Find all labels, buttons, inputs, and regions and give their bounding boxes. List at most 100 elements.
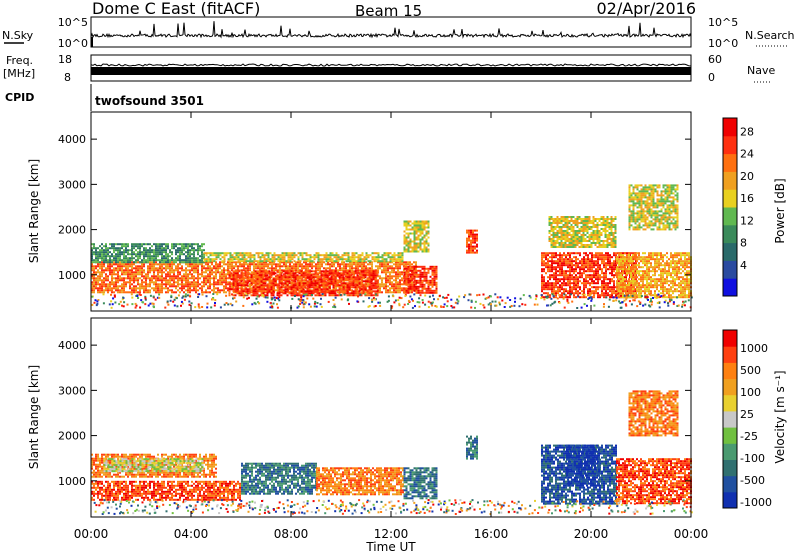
heatmap-cell (560, 226, 563, 228)
heatmap-cell (143, 285, 145, 288)
heatmap-cell (435, 269, 438, 272)
heatmap-cell (541, 282, 543, 285)
heatmap-cell (472, 233, 474, 236)
heatmap-cell (346, 288, 349, 291)
heatmap-cell (101, 257, 103, 260)
freq-tick-top: 18 (58, 53, 72, 66)
heatmap-cell (181, 243, 183, 246)
heatmap-cell (123, 245, 125, 248)
heatmap-cell (271, 269, 273, 272)
heatmap-cell (562, 218, 565, 220)
heatmap-cell (143, 253, 145, 256)
heatmap-cell (543, 278, 545, 281)
heatmap-cell (350, 274, 353, 277)
heatmap-cell (268, 284, 271, 287)
heatmap-cell (585, 282, 587, 285)
heatmap-cell (389, 281, 391, 284)
heatmap-cell (348, 278, 351, 281)
heatmap-cell (476, 235, 478, 238)
heatmap-cell (551, 266, 553, 269)
heatmap-cell (548, 236, 551, 238)
heatmap-cell (611, 294, 613, 297)
heatmap-cell (613, 274, 615, 277)
heatmap-cell (300, 280, 303, 283)
heatmap-cell (228, 292, 231, 295)
heatmap-cell (415, 289, 418, 292)
heatmap-cell (193, 253, 195, 256)
heatmap-cell (605, 294, 607, 297)
heatmap-cell (353, 261, 355, 264)
heatmap-cell (189, 253, 191, 256)
heatmap-cell (341, 258, 344, 261)
heatmap-cell (125, 255, 127, 258)
heatmap-cell (109, 271, 111, 274)
heatmap-cell (215, 275, 217, 278)
heatmap-cell (249, 283, 251, 286)
heatmap-cell (349, 265, 351, 268)
heatmap-cell (265, 261, 267, 264)
heatmap-cell (431, 283, 434, 286)
heatmap-cell (549, 282, 551, 285)
heatmap-cell (113, 267, 115, 270)
heatmap-cell (409, 269, 412, 272)
heatmap-cell (195, 285, 197, 288)
heatmap-cell (221, 260, 224, 263)
heatmap-cell (99, 253, 101, 256)
heatmap-cell (239, 260, 242, 263)
heatmap-cell (258, 280, 261, 283)
heatmap-cell (376, 286, 379, 289)
heatmap-cell (229, 254, 232, 257)
heatmap-cell (131, 261, 133, 264)
heatmap-cell (613, 266, 615, 269)
heatmap-cell (466, 241, 468, 244)
heatmap-cell (115, 267, 117, 270)
heatmap-cell (310, 274, 313, 277)
heatmap-cell (579, 260, 581, 263)
heatmap-cell (401, 277, 403, 280)
heatmap-cell (355, 261, 357, 264)
heatmap-cell (335, 254, 338, 257)
heatmap-cell (230, 278, 233, 281)
heatmap-cell (304, 290, 307, 293)
heatmap-cell (201, 265, 203, 268)
heatmap-cell (302, 282, 305, 285)
heatmap-cell (109, 289, 111, 292)
heatmap-cell (95, 251, 97, 254)
heatmap-cell (560, 240, 563, 242)
heatmap-cell (123, 281, 125, 284)
heatmap-cell (135, 289, 137, 292)
heatmap-cell (352, 292, 355, 295)
heatmap-cell (147, 251, 149, 254)
heatmap-cell (201, 263, 203, 266)
heatmap-cell (411, 228, 414, 231)
heatmap-cell (374, 270, 377, 273)
heatmap-cell (571, 268, 573, 271)
heatmap-cell (368, 270, 371, 273)
heatmap-cell (227, 252, 230, 255)
heatmap-cell (415, 226, 418, 229)
heatmap-cell (550, 240, 553, 242)
heatmap-cell (289, 265, 291, 268)
heatmap-cell (278, 278, 281, 281)
heatmap-cell (273, 260, 276, 263)
heatmap-cell (125, 249, 127, 252)
heatmap-cell (314, 284, 317, 287)
heatmap-cell (125, 247, 127, 250)
heatmap-cell (309, 258, 312, 261)
heatmap-cell (257, 261, 259, 264)
heatmap-cell (185, 245, 187, 248)
heatmap-cell (127, 265, 129, 268)
heatmap-cell (472, 241, 474, 244)
heatmap-cell (284, 276, 287, 279)
heatmap-cell (563, 278, 565, 281)
heatmap-cell (429, 283, 432, 286)
heatmap-cell (151, 287, 153, 290)
heatmap-cell (315, 263, 317, 266)
heatmap-cell (334, 282, 337, 285)
heatmap-cell (601, 280, 603, 283)
heatmap-cell (177, 243, 179, 246)
heatmap-cell (189, 255, 191, 258)
heatmap-cell (189, 259, 191, 262)
heatmap-cell (401, 261, 403, 264)
heatmap-cell (93, 245, 95, 248)
